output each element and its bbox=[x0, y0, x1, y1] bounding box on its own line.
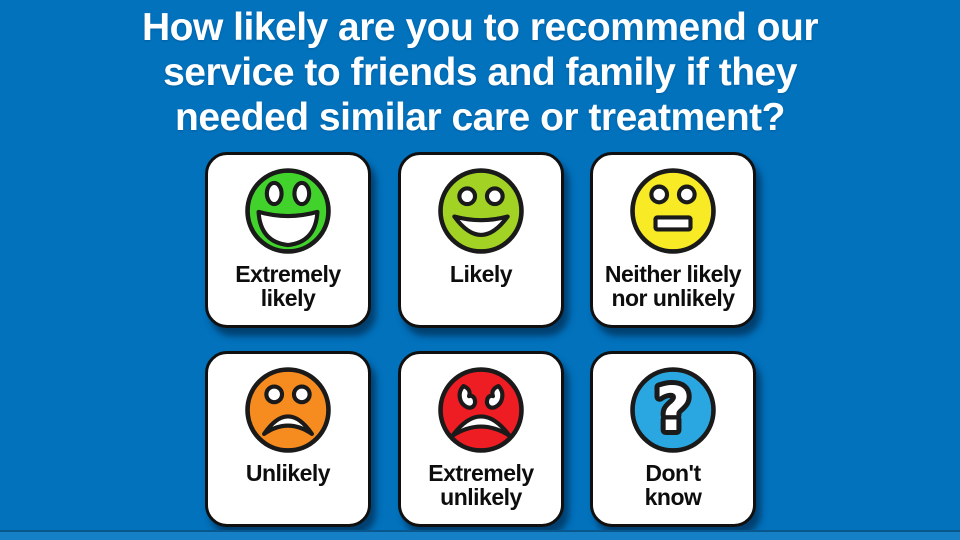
option-label-dont-know: Don't know bbox=[644, 460, 702, 511]
question-title-line-2: service to friends and family if they bbox=[163, 51, 797, 94]
svg-text:?: ? bbox=[655, 375, 690, 445]
question-title: How likely are you to recommend our serv… bbox=[0, 5, 960, 140]
question-title-line-3: needed similar care or treatment? bbox=[175, 96, 785, 139]
option-label-unlikely: Unlikely bbox=[245, 460, 331, 486]
big-smile-face-icon bbox=[245, 168, 331, 254]
option-unlikely[interactable]: Unlikely bbox=[205, 351, 371, 527]
option-neither-likely-nor-unlikely[interactable]: Neither likely nor unlikely bbox=[590, 152, 756, 328]
option-label-extremely-unlikely: Extremely unlikely bbox=[428, 460, 534, 511]
option-label-neither: Neither likely nor unlikely bbox=[604, 261, 742, 312]
angry-face-icon bbox=[438, 367, 524, 453]
neutral-face-icon bbox=[630, 168, 716, 254]
frown-face-icon bbox=[245, 367, 331, 453]
svg-text:?: ? bbox=[655, 375, 690, 445]
question-mark-icon: ? ? bbox=[630, 367, 716, 453]
smile-face-icon bbox=[438, 168, 524, 254]
question-title-line-1: How likely are you to recommend our bbox=[141, 6, 819, 49]
option-likely[interactable]: Likely bbox=[398, 152, 564, 328]
bottom-edge-strip bbox=[0, 530, 960, 540]
option-label-extremely-likely: Extremely likely bbox=[235, 261, 341, 312]
option-extremely-unlikely[interactable]: Extremely unlikely bbox=[398, 351, 564, 527]
option-label-likely: Likely bbox=[449, 261, 513, 287]
option-dont-know[interactable]: ? ? Don't know bbox=[590, 351, 756, 527]
option-extremely-likely[interactable]: Extremely likely bbox=[205, 152, 371, 328]
